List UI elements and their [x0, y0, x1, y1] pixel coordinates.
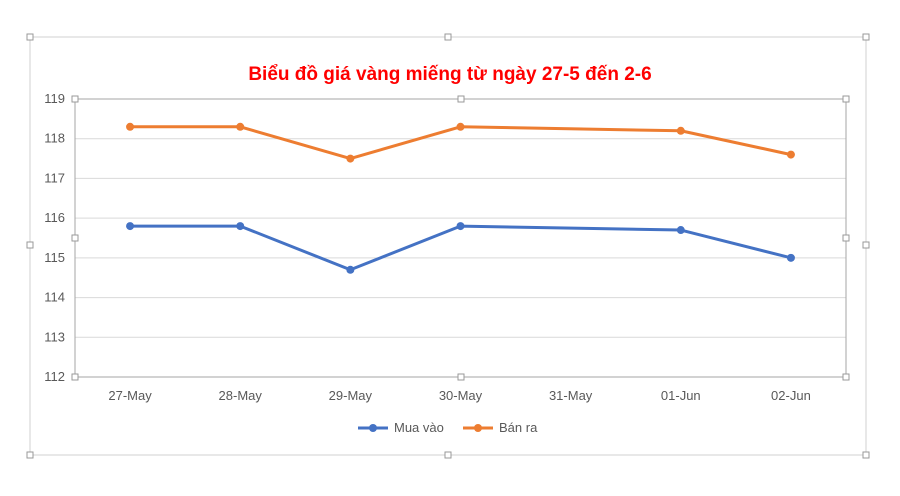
plot-area-handles[interactable] [71, 95, 850, 381]
x-tick-label: 27-May [108, 388, 152, 403]
data-point[interactable] [346, 265, 355, 274]
series-layer [126, 122, 795, 274]
y-tick-label: 119 [44, 91, 65, 106]
series-mua-vao [126, 222, 795, 274]
data-point[interactable] [786, 150, 795, 159]
data-point[interactable] [456, 222, 465, 231]
legend: Mua vào Bán ra [358, 420, 538, 435]
chart-frame-handles[interactable] [26, 33, 870, 459]
y-tick-label: 118 [44, 131, 65, 146]
x-tick-label: 30-May [439, 388, 483, 403]
x-tick-label: 29-May [329, 388, 373, 403]
data-point[interactable] [126, 222, 135, 231]
data-point[interactable] [346, 154, 355, 163]
data-point[interactable] [126, 122, 135, 131]
data-point[interactable] [456, 122, 465, 131]
legend-marker [474, 424, 482, 432]
data-point[interactable] [676, 126, 685, 135]
series-line[interactable] [130, 125, 792, 161]
x-tick-label: 01-Jun [661, 388, 701, 403]
data-point[interactable] [676, 226, 685, 235]
x-tick-label: 31-May [549, 388, 593, 403]
y-tick-label: 112 [44, 369, 65, 384]
legend-marker [369, 424, 377, 432]
y-tick-label: 116 [44, 210, 65, 225]
legend-item[interactable]: Bán ra [463, 420, 538, 435]
y-axis: 112 113 114 115 116 117 118 119 [44, 91, 65, 384]
series-ban-ra [126, 122, 795, 163]
legend-label: Bán ra [499, 420, 538, 435]
x-axis: 27-May 28-May 29-May 30-May 31-May 01-Jun 02-J… [108, 388, 810, 403]
y-tick-label: 115 [44, 250, 65, 265]
data-point[interactable] [236, 122, 245, 131]
y-tick-label: 113 [44, 329, 65, 344]
data-point[interactable] [786, 253, 795, 262]
x-tick-label: 02-Jun [771, 388, 811, 403]
legend-label: Mua vào [394, 420, 444, 435]
x-tick-label: 28-May [219, 388, 263, 403]
y-tick-label: 117 [44, 170, 65, 185]
series-line[interactable] [130, 224, 792, 272]
chart-title: Biểu đồ giá vàng miếng từ ngày 27-5 đến … [248, 64, 651, 85]
data-point[interactable] [236, 222, 245, 231]
legend-item[interactable]: Mua vào [358, 420, 444, 435]
y-tick-label: 114 [44, 290, 65, 305]
